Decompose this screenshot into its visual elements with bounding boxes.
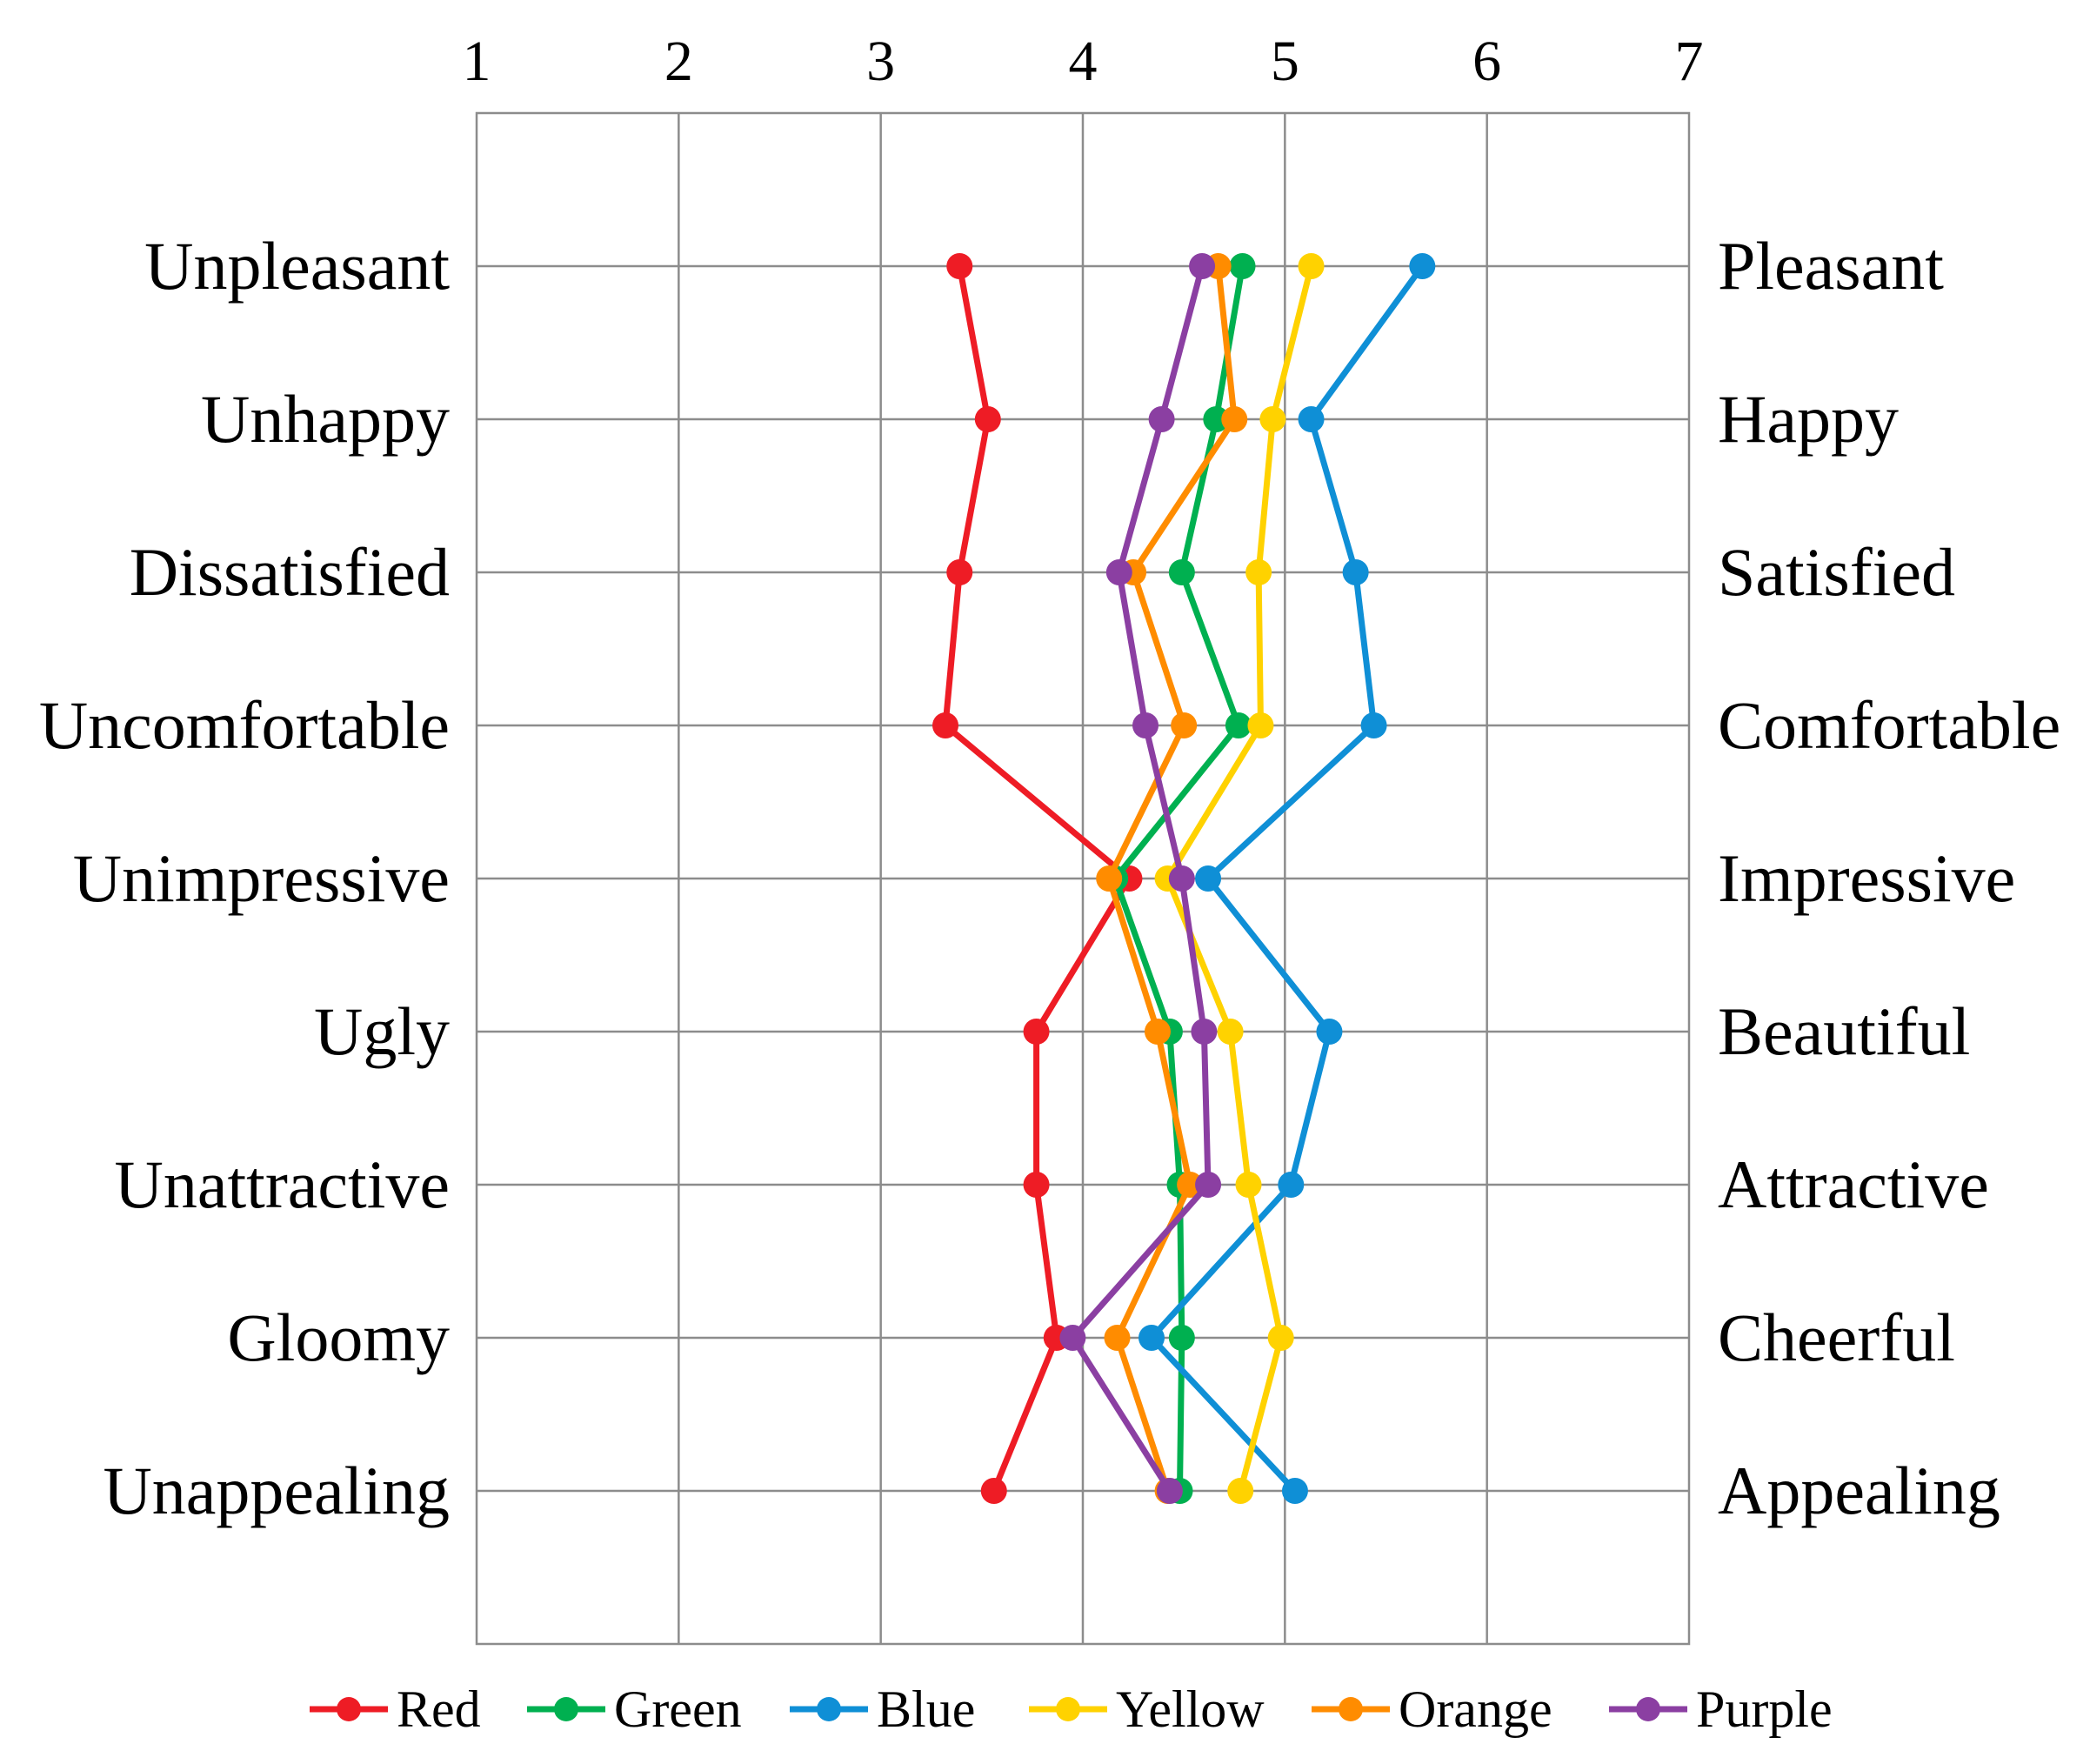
data-point-blue (1138, 1325, 1165, 1351)
right-category-label: Comfortable (1718, 687, 2060, 763)
legend-marker-red (337, 1697, 361, 1721)
data-point-orange (1144, 1019, 1171, 1045)
x-tick-label: 3 (866, 30, 895, 93)
left-category-label: Gloomy (227, 1300, 450, 1375)
left-category-label: Unattractive (115, 1146, 450, 1222)
x-axis-ticks: 1 2 3 4 5 6 7 (463, 30, 1704, 93)
data-point-purple (1189, 253, 1216, 279)
data-point-purple (1059, 1325, 1086, 1351)
x-tick-label: 4 (1069, 30, 1098, 93)
x-tick-label: 6 (1472, 30, 1501, 93)
left-category-label: Uncomfortable (39, 687, 450, 763)
data-point-purple (1168, 865, 1195, 892)
data-point-yellow (1217, 1019, 1244, 1045)
data-point-purple (1132, 712, 1159, 738)
x-tick-label: 1 (463, 30, 491, 93)
legend-marker-orange (1339, 1697, 1363, 1721)
data-point-blue (1316, 1019, 1343, 1045)
data-point-yellow (1298, 253, 1325, 279)
data-point-orange (1221, 406, 1248, 432)
data-point-purple (1191, 1019, 1218, 1045)
data-point-red (1023, 1172, 1050, 1198)
right-category-label: Beautiful (1718, 993, 1970, 1069)
legend-label-yellow: Yellow (1116, 1680, 1265, 1738)
right-category-label: Satisfied (1718, 534, 1955, 610)
data-point-purple (1105, 559, 1132, 585)
legend-label-red: Red (397, 1680, 481, 1738)
data-point-purple (1195, 1172, 1222, 1198)
data-point-yellow (1245, 559, 1272, 585)
left-category-label: Unpleasant (144, 228, 450, 304)
right-category-label: Appealing (1718, 1453, 2000, 1528)
right-category-label: Happy (1718, 381, 1899, 457)
data-point-blue (1360, 712, 1387, 738)
data-point-green (1168, 559, 1195, 585)
left-category-label: Ugly (314, 993, 450, 1069)
legend-marker-yellow (1056, 1697, 1080, 1721)
data-point-orange (1177, 1172, 1204, 1198)
left-category-labels: Unpleasant Unhappy Dissatisfied Uncomfortab… (39, 228, 450, 1528)
data-point-orange (1096, 865, 1123, 892)
data-point-red (1023, 1019, 1050, 1045)
data-point-purple (1148, 406, 1175, 432)
data-point-yellow (1259, 406, 1286, 432)
x-tick-label: 7 (1675, 30, 1704, 93)
data-point-yellow (1235, 1172, 1262, 1198)
left-category-label: Unappealing (103, 1453, 450, 1528)
data-point-red (974, 406, 1001, 432)
series (932, 253, 1436, 1504)
legend: Red Green Blue Yellow Orange Purple (310, 1680, 1833, 1738)
data-point-red (932, 712, 959, 738)
data-point-red (980, 1478, 1007, 1504)
left-category-label: Unhappy (201, 381, 450, 457)
right-category-label: Pleasant (1718, 228, 1944, 304)
legend-marker-green (554, 1697, 578, 1721)
right-category-labels: Pleasant Happy Satisfied Comfortable Impress… (1718, 228, 2060, 1528)
data-point-orange (1171, 712, 1198, 738)
data-point-blue (1298, 406, 1325, 432)
data-point-blue (1342, 559, 1369, 585)
legend-label-green: Green (614, 1680, 742, 1738)
data-point-blue (1409, 253, 1436, 279)
x-tick-label: 2 (664, 30, 693, 93)
legend-marker-purple (1636, 1697, 1660, 1721)
data-point-green (1168, 1325, 1195, 1351)
left-category-label: Dissatisfied (130, 534, 450, 610)
data-point-green (1229, 253, 1256, 279)
right-category-label: Cheerful (1718, 1300, 1955, 1375)
legend-label-orange: Orange (1399, 1680, 1552, 1738)
left-category-label: Unimpressive (73, 840, 450, 916)
data-point-green (1203, 406, 1230, 432)
data-point-orange (1104, 1325, 1131, 1351)
legend-label-blue: Blue (877, 1680, 975, 1738)
data-point-red (946, 253, 973, 279)
data-point-blue (1195, 865, 1222, 892)
data-point-purple (1156, 1478, 1183, 1504)
data-point-yellow (1227, 1478, 1254, 1504)
data-point-yellow (1267, 1325, 1294, 1351)
data-point-red (946, 559, 973, 585)
data-point-blue (1281, 1478, 1308, 1504)
right-category-label: Impressive (1718, 840, 2015, 916)
data-point-green (1225, 712, 1252, 738)
data-point-yellow (1247, 712, 1274, 738)
right-category-label: Attractive (1718, 1146, 1989, 1222)
x-tick-label: 5 (1271, 30, 1299, 93)
legend-marker-blue (817, 1697, 841, 1721)
legend-label-purple: Purple (1696, 1680, 1833, 1738)
grid (475, 111, 1691, 1646)
data-point-blue (1278, 1172, 1305, 1198)
